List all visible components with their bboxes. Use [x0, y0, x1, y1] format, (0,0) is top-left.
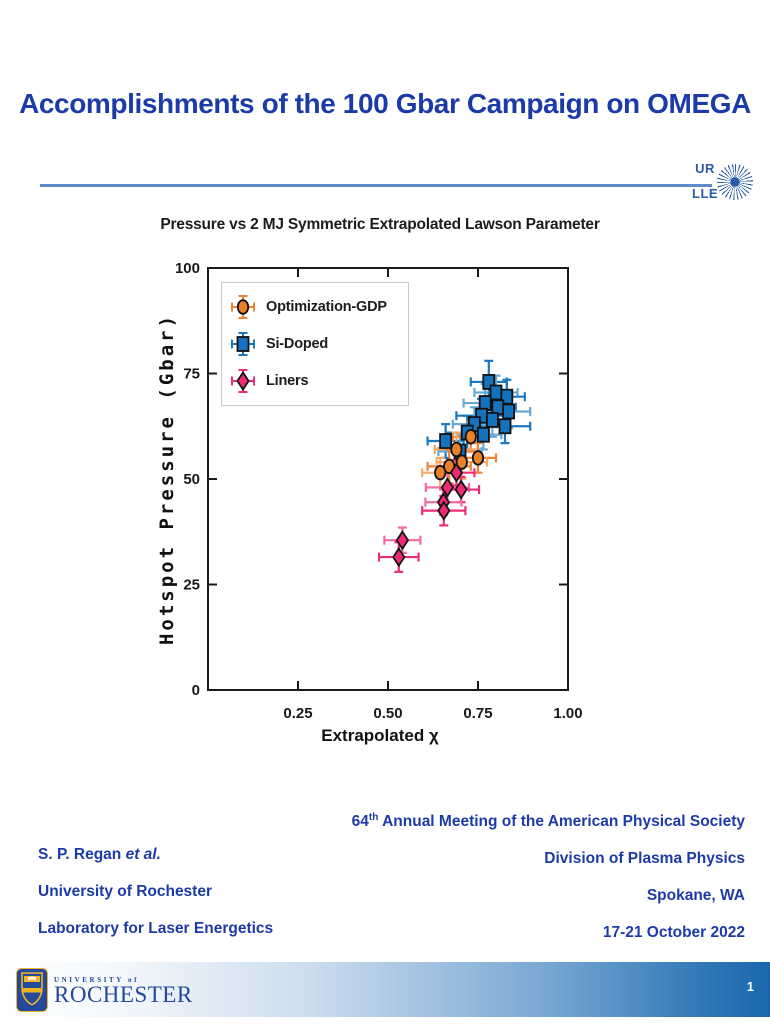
title-divider — [40, 184, 712, 187]
svg-text:75: 75 — [183, 366, 200, 383]
legend-label: Liners — [266, 372, 309, 389]
svg-text:100: 100 — [175, 260, 200, 277]
x-axis-label: Extrapolated χ — [321, 726, 439, 745]
lle-logo-ur: UR — [695, 161, 715, 176]
svg-text:0.25: 0.25 — [283, 705, 312, 722]
author-line: S. P. Regan et al. — [38, 846, 161, 863]
meeting-title-line: 64th Annual Meeting of the American Phys… — [351, 812, 745, 831]
rochester-text: ROCHESTER — [54, 981, 193, 1007]
author-credit-block: S. P. Regan et al. University of Rochest… — [38, 836, 273, 947]
university-of-text: UNIVERSITY of — [54, 975, 140, 984]
svg-text:50: 50 — [183, 471, 200, 488]
chart-legend: Optimization-GDP Si-Doped Liners — [221, 282, 409, 406]
rochester-shield-icon — [16, 968, 48, 1012]
y-axis-label: Hotspot Pressure (Gbar) — [156, 312, 178, 646]
conference-info-block: 64th Annual Meeting of the American Phys… — [352, 799, 745, 951]
lle-logo: UR LLE — [690, 158, 753, 210]
chart-title: Pressure vs 2 MJ Symmetric Extrapolated … — [160, 216, 600, 233]
slide-title: Accomplishments of the 100 Gbar Campaign… — [19, 88, 751, 119]
meeting-division-line: Division of Plasma Physics — [544, 850, 745, 868]
institution-line: University of Rochester — [38, 883, 212, 900]
legend-item-liners: Liners — [222, 362, 408, 399]
legend-label: Optimization-GDP — [266, 298, 387, 315]
blue-square-marker-icon — [231, 331, 255, 356]
orange-circle-marker-icon — [231, 294, 255, 319]
legend-item-optimization-gdp: Optimization-GDP — [222, 288, 408, 325]
pink-diamond-marker-icon — [231, 368, 255, 393]
laboratory-line: Laboratory for Laser Energetics — [38, 920, 274, 937]
laser-starburst-icon — [717, 164, 753, 200]
svg-text:25: 25 — [183, 577, 200, 594]
meeting-location-line: Spokane, WA — [646, 887, 745, 905]
scatter-plot: 0.25 0.50 0.75 1.00 0 25 50 75 100 — [175, 260, 583, 722]
page-number: 1 — [746, 979, 754, 994]
rochester-wordmark: UNIVERSITY of ROCHESTER — [54, 975, 193, 1007]
legend-item-si-doped: Si-Doped — [222, 325, 408, 362]
lle-logo-lle: LLE — [692, 186, 719, 201]
svg-text:0: 0 — [192, 682, 200, 699]
legend-label: Si-Doped — [266, 335, 329, 352]
bottom-banner: UNIVERSITY of ROCHESTER 1 — [0, 962, 770, 1017]
svg-text:1.00: 1.00 — [553, 705, 582, 722]
svg-text:0.50: 0.50 — [373, 705, 402, 722]
meeting-dates-line: 17-21 October 2022 — [602, 924, 745, 942]
university-of-rochester-logo: UNIVERSITY of ROCHESTER — [16, 968, 193, 1012]
svg-text:0.75: 0.75 — [463, 705, 492, 722]
